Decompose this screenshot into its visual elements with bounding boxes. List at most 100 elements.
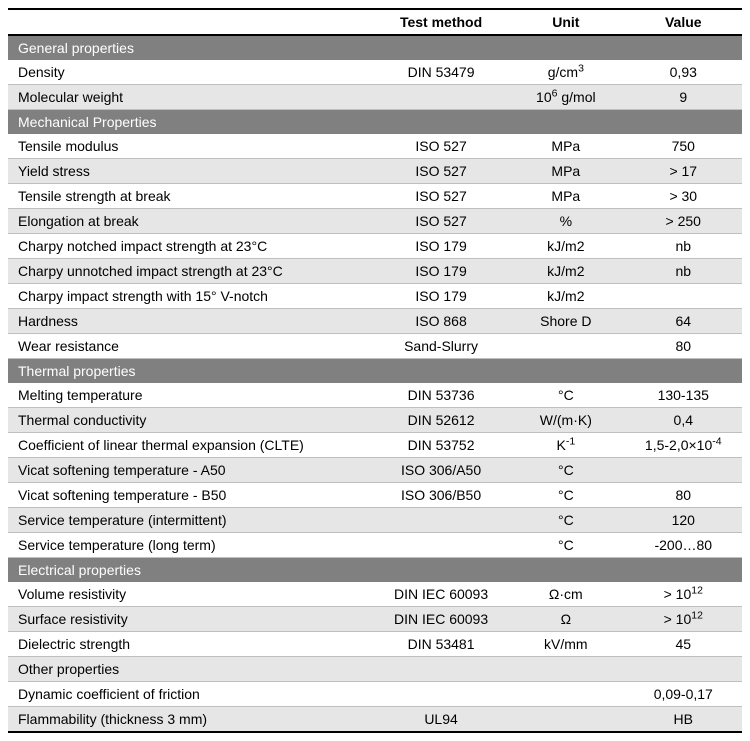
value: 0,4 xyxy=(625,408,742,433)
property-name: Surface resistivity xyxy=(8,607,375,632)
property-name: Thermal conductivity xyxy=(8,408,375,433)
unit: MPa xyxy=(507,159,624,184)
value: 750 xyxy=(625,134,742,159)
test-method xyxy=(375,533,507,558)
unit: g/cm3 xyxy=(507,60,624,85)
table-row: DensityDIN 53479g/cm30,93 xyxy=(8,60,742,85)
unit: K-1 xyxy=(507,433,624,458)
property-name: Vicat softening temperature - A50 xyxy=(8,458,375,483)
value: > 17 xyxy=(625,159,742,184)
test-method: DIN 53736 xyxy=(375,383,507,408)
section-title: Electrical properties xyxy=(8,558,742,583)
property-name: Density xyxy=(8,60,375,85)
test-method: ISO 179 xyxy=(375,284,507,309)
test-method: ISO 306/B50 xyxy=(375,483,507,508)
value: > 1012 xyxy=(625,607,742,632)
value: 1,5-2,0×10-4 xyxy=(625,433,742,458)
unit: °C xyxy=(507,533,624,558)
property-name: Dielectric strength xyxy=(8,632,375,657)
unit: °C xyxy=(507,458,624,483)
value: 45 xyxy=(625,632,742,657)
property-name: Dynamic coefficient of friction xyxy=(8,682,375,707)
table-row: Service temperature (long term)°C-200…80 xyxy=(8,533,742,558)
property-name: Hardness xyxy=(8,309,375,334)
test-method: ISO 527 xyxy=(375,159,507,184)
property-name: Charpy unnotched impact strength at 23°C xyxy=(8,259,375,284)
test-method: ISO 868 xyxy=(375,309,507,334)
table-row: Volume resistivityDIN IEC 60093Ω·cm> 101… xyxy=(8,582,742,607)
property-name: Melting temperature xyxy=(8,383,375,408)
test-method: ISO 306/A50 xyxy=(375,458,507,483)
value: 64 xyxy=(625,309,742,334)
header-test-method: Test method xyxy=(375,9,507,35)
table-row: Thermal conductivityDIN 52612W/(m·K)0,4 xyxy=(8,408,742,433)
unit: kJ/m2 xyxy=(507,234,624,259)
test-method: DIN 52612 xyxy=(375,408,507,433)
test-method: DIN 53479 xyxy=(375,60,507,85)
value: 0,93 xyxy=(625,60,742,85)
table-row: Dielectric strengthDIN 53481kV/mm45 xyxy=(8,632,742,657)
test-method xyxy=(375,85,507,110)
property-name: Vicat softening temperature - B50 xyxy=(8,483,375,508)
value: HB xyxy=(625,707,742,733)
table-row: Vicat softening temperature - A50ISO 306… xyxy=(8,458,742,483)
unit: Ω xyxy=(507,607,624,632)
section-header: Thermal properties xyxy=(8,359,742,384)
properties-table: Test method Unit Value General propertie… xyxy=(8,8,742,733)
table-row: Flammability (thickness 3 mm)UL94HB xyxy=(8,707,742,733)
property-name: Wear resistance xyxy=(8,334,375,359)
unit xyxy=(507,334,624,359)
value: 0,09-0,17 xyxy=(625,682,742,707)
unit: kJ/m2 xyxy=(507,259,624,284)
value: 120 xyxy=(625,508,742,533)
table-row: Coefficient of linear thermal expansion … xyxy=(8,433,742,458)
table-row: Charpy notched impact strength at 23°CIS… xyxy=(8,234,742,259)
unit: kV/mm xyxy=(507,632,624,657)
unit: °C xyxy=(507,508,624,533)
table-row: Tensile modulusISO 527MPa750 xyxy=(8,134,742,159)
value: 80 xyxy=(625,483,742,508)
test-method: ISO 179 xyxy=(375,234,507,259)
section-header: Other properties xyxy=(8,657,742,682)
table-row: Vicat softening temperature - B50ISO 306… xyxy=(8,483,742,508)
section-title: Thermal properties xyxy=(8,359,742,384)
header-value: Value xyxy=(625,9,742,35)
value xyxy=(625,284,742,309)
table-row: Charpy unnotched impact strength at 23°C… xyxy=(8,259,742,284)
table-row: Service temperature (intermittent)°C120 xyxy=(8,508,742,533)
value: -200…80 xyxy=(625,533,742,558)
test-method: DIN IEC 60093 xyxy=(375,607,507,632)
value: > 30 xyxy=(625,184,742,209)
value: > 1012 xyxy=(625,582,742,607)
test-method: DIN IEC 60093 xyxy=(375,582,507,607)
header-blank xyxy=(8,9,375,35)
test-method: ISO 527 xyxy=(375,209,507,234)
unit: W/(m·K) xyxy=(507,408,624,433)
property-name: Tensile strength at break xyxy=(8,184,375,209)
table-row: Tensile strength at breakISO 527MPa> 30 xyxy=(8,184,742,209)
property-name: Tensile modulus xyxy=(8,134,375,159)
table-row: HardnessISO 868Shore D64 xyxy=(8,309,742,334)
section-title: General properties xyxy=(8,35,742,60)
test-method: UL94 xyxy=(375,707,507,733)
unit xyxy=(507,682,624,707)
section-title: Other properties xyxy=(8,657,742,682)
unit xyxy=(507,707,624,733)
value: 130-135 xyxy=(625,383,742,408)
value: nb xyxy=(625,234,742,259)
unit: MPa xyxy=(507,184,624,209)
unit: °C xyxy=(507,383,624,408)
test-method: DIN 53481 xyxy=(375,632,507,657)
property-name: Yield stress xyxy=(8,159,375,184)
section-header: Mechanical Properties xyxy=(8,110,742,135)
table-row: Molecular weight106 g/mol9 xyxy=(8,85,742,110)
table-row: Elongation at breakISO 527%> 250 xyxy=(8,209,742,234)
unit: 106 g/mol xyxy=(507,85,624,110)
unit: °C xyxy=(507,483,624,508)
property-name: Charpy impact strength with 15° V-notch xyxy=(8,284,375,309)
table-row: Charpy impact strength with 15° V-notchI… xyxy=(8,284,742,309)
unit: Shore D xyxy=(507,309,624,334)
unit: Ω·cm xyxy=(507,582,624,607)
property-name: Molecular weight xyxy=(8,85,375,110)
test-method xyxy=(375,508,507,533)
